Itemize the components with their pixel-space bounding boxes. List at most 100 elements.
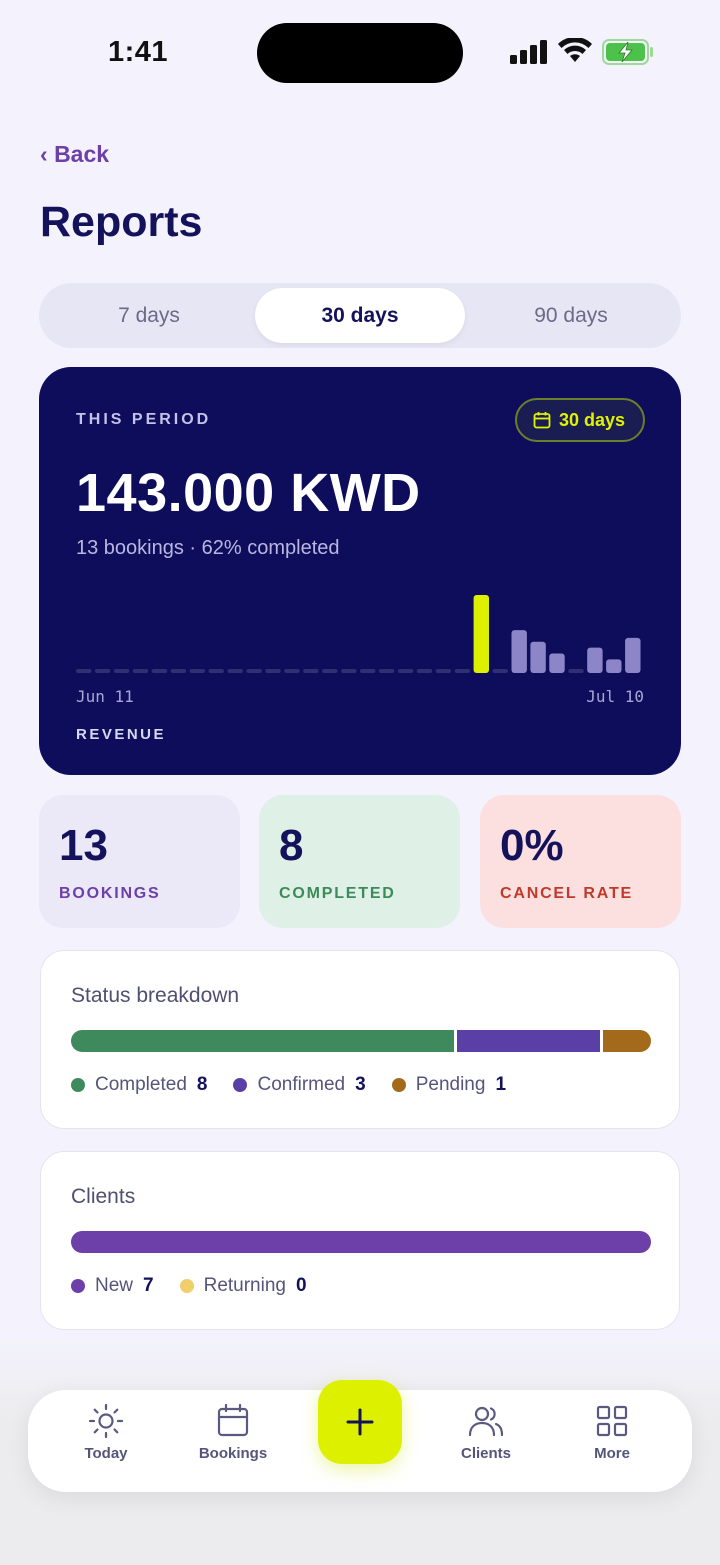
stat-cancel-rate[interactable]: 0% CANCEL RATE (480, 795, 681, 928)
calendar-icon (533, 412, 551, 429)
revenue-bar (76, 669, 92, 673)
add-button[interactable] (318, 1380, 402, 1464)
revenue-card: THIS PERIOD 30 days 143.000 KWD 13 booki… (39, 367, 681, 775)
wifi-icon (558, 38, 592, 62)
revenue-bar (568, 669, 584, 673)
legend-value: 7 (143, 1275, 154, 1296)
nav-label: Bookings (198, 1445, 268, 1462)
status-bar: 1:41 (0, 0, 720, 105)
revenue-bar (492, 669, 508, 673)
calendar-icon (217, 1403, 249, 1437)
nav-today[interactable]: Today (51, 1390, 161, 1492)
revenue-bar (454, 669, 471, 673)
plus-icon (346, 1408, 374, 1436)
legend-dot-confirmed (233, 1078, 248, 1092)
sun-icon (88, 1403, 124, 1439)
revenue-bar (530, 641, 546, 673)
legend-value: 8 (196, 1074, 208, 1095)
revenue-bar (170, 669, 187, 673)
stat-bookings[interactable]: 13 BOOKINGS (39, 795, 240, 928)
status-breakdown-bar (71, 1030, 651, 1052)
clients-title: Clients (71, 1185, 136, 1208)
clients-card: Clients New 7 Returning 0 (40, 1151, 680, 1330)
revenue-bar (549, 653, 565, 673)
revenue-bar (322, 669, 338, 673)
stat-label: CANCEL RATE (500, 885, 633, 902)
range-pill-label: 30 days (558, 409, 625, 430)
stat-completed[interactable]: 8 COMPLETED (259, 795, 460, 928)
legend-label: Pending (415, 1074, 486, 1095)
revenue-bar (416, 669, 433, 673)
chart-start-date: Jun 11 (76, 687, 134, 706)
legend-label: New (95, 1275, 134, 1296)
revenue-bar (360, 669, 376, 673)
stat-value: 0% (500, 821, 564, 870)
stat-label: BOOKINGS (59, 885, 161, 902)
revenue-bar (284, 669, 300, 673)
revenue-bar-chart (76, 595, 641, 673)
nav-more[interactable]: More (557, 1390, 667, 1492)
cellular-signal-icon (510, 40, 547, 64)
status-breakdown-card: Status breakdown Completed 8 Confirmed 3… (40, 950, 680, 1129)
revenue-bar (151, 669, 168, 673)
chart-label: REVENUE (76, 726, 167, 743)
back-label: Back (54, 141, 110, 167)
battery-charging-icon (602, 39, 653, 65)
segment-confirmed (456, 1030, 601, 1052)
revenue-bar (606, 659, 622, 673)
tab-30-days[interactable]: 30 days (255, 288, 465, 343)
legend-value: 0 (295, 1275, 307, 1296)
revenue-bar (397, 669, 414, 673)
revenue-bar (265, 669, 281, 673)
clients-legend: New 7 Returning 0 (71, 1275, 333, 1297)
segment-new (71, 1231, 651, 1253)
status-legend: Completed 8 Confirmed 3 Pending 1 (71, 1074, 532, 1096)
legend-label: Returning (203, 1275, 286, 1296)
nav-clients[interactable]: Clients (431, 1390, 541, 1492)
range-pill[interactable]: 30 days (514, 398, 645, 442)
dynamic-island (257, 23, 463, 83)
legend-dot-pending (391, 1078, 406, 1092)
revenue-bar (132, 669, 149, 673)
chevron-left-icon: ‹ (40, 141, 48, 167)
revenue-bar (587, 647, 603, 673)
legend-dot-completed (71, 1078, 85, 1092)
revenue-bar (473, 595, 489, 673)
revenue-bar (227, 669, 243, 673)
revenue-bar (378, 669, 395, 673)
revenue-bar (435, 669, 452, 673)
legend-dot-new (71, 1279, 85, 1293)
status-time: 1:41 (108, 36, 169, 68)
revenue-bar (94, 669, 111, 673)
range-selector: 7 days 30 days 90 days (39, 283, 681, 348)
tab-7-days[interactable]: 7 days (118, 303, 180, 327)
stat-value: 8 (279, 821, 304, 870)
clients-bar (71, 1231, 651, 1253)
nav-bookings[interactable]: Bookings (178, 1390, 288, 1492)
legend-dot-returning (179, 1279, 194, 1293)
revenue-bar (341, 669, 357, 673)
stat-label: COMPLETED (279, 885, 396, 902)
revenue-bar (208, 669, 224, 673)
back-button[interactable]: ‹ Back (40, 141, 109, 168)
grid-icon (596, 1405, 628, 1437)
page-title: Reports (40, 198, 203, 246)
segment-completed (71, 1030, 454, 1052)
revenue-bar (189, 669, 205, 673)
users-icon (468, 1406, 504, 1437)
nav-label: Clients (460, 1445, 511, 1462)
revenue-subtitle: 13 bookings · 62% completed (76, 537, 340, 559)
revenue-bar (113, 669, 130, 673)
legend-label: Completed (95, 1074, 187, 1095)
nav-label: Today (84, 1445, 128, 1462)
revenue-bar (511, 630, 527, 673)
legend-label: Confirmed (257, 1074, 346, 1095)
revenue-bar (303, 669, 319, 673)
tab-90-days[interactable]: 90 days (534, 303, 608, 327)
revenue-bar (246, 669, 262, 673)
chart-end-date: Jul 10 (586, 687, 644, 706)
period-label: THIS PERIOD (76, 411, 212, 428)
legend-value: 3 (355, 1074, 366, 1095)
revenue-bar (625, 637, 641, 673)
legend-value: 1 (495, 1074, 507, 1095)
